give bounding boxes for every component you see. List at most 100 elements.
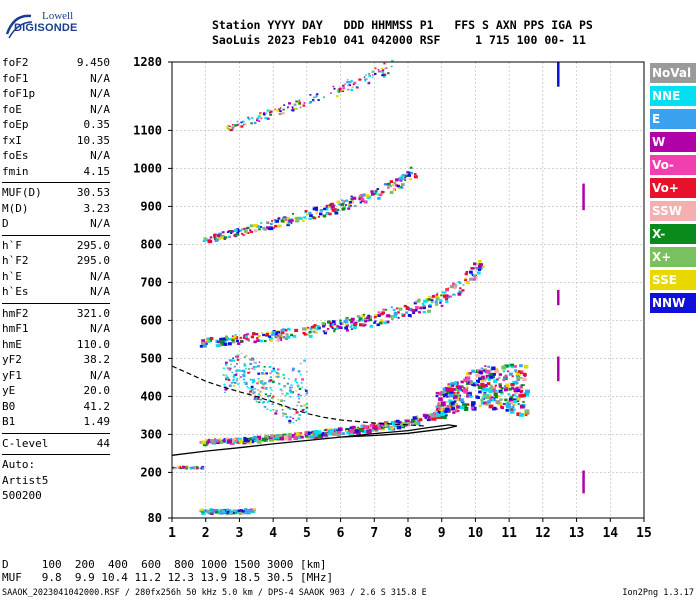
param-row-hes: h`Es N/A [2, 285, 110, 301]
param-row-b0: B0 41.2 [2, 400, 110, 416]
echo-point [263, 228, 267, 231]
param-key: D [2, 217, 9, 230]
echo-point [487, 376, 492, 380]
x-tick-label: 3 [236, 526, 244, 541]
echo-point [269, 376, 272, 379]
echo-point [390, 65, 393, 68]
echo-point [521, 393, 526, 398]
echo-point [256, 339, 260, 342]
echo-point [250, 122, 253, 125]
echo-point [290, 391, 293, 394]
echo-point [245, 381, 248, 384]
echo-point [218, 438, 222, 441]
echo-point [228, 338, 232, 341]
echo-point [303, 359, 306, 362]
echo-point [474, 381, 478, 385]
echo-point [202, 240, 206, 242]
echo-point [377, 426, 382, 430]
echo-point [226, 367, 230, 370]
echo-point [438, 412, 441, 415]
echo-point [446, 404, 450, 408]
echo-point [479, 263, 484, 267]
echo-point [231, 438, 234, 441]
echo-point [246, 226, 250, 230]
echo-point [300, 405, 303, 408]
echo-point [377, 68, 380, 71]
chart-points [172, 59, 585, 516]
echo-point [222, 367, 225, 370]
echo-point [404, 179, 407, 181]
echo-point [345, 318, 349, 321]
echo-point [485, 403, 489, 406]
echo-point [233, 365, 236, 368]
echo-point [226, 126, 229, 129]
echo-point [338, 86, 341, 89]
echo-point [225, 335, 228, 337]
echo-point [316, 430, 322, 435]
echo-point [400, 183, 405, 187]
echo-point [444, 291, 447, 294]
echo-point [309, 94, 312, 96]
echo-point [224, 388, 228, 391]
echo-point [488, 372, 493, 376]
echo-point [240, 370, 243, 372]
echo-point [414, 309, 418, 312]
echo-point [348, 319, 352, 321]
echo-point [511, 387, 515, 390]
echo-point [513, 388, 519, 393]
echo-point [435, 299, 438, 302]
echo-point [475, 379, 481, 383]
echo-point [272, 367, 275, 370]
echo-point [283, 400, 286, 402]
echo-point [323, 429, 326, 431]
echo-point [327, 321, 330, 323]
echo-point [264, 387, 268, 390]
echo-point [266, 408, 269, 410]
echo-point [489, 369, 492, 372]
echo-point [296, 435, 302, 439]
echo-point [396, 419, 400, 423]
echo-point [276, 371, 279, 374]
echo-point [219, 441, 223, 445]
echo-point [323, 433, 328, 437]
echo-point [332, 85, 335, 88]
echo-point [316, 328, 319, 331]
echo-point [256, 382, 259, 385]
echo-point [311, 216, 315, 219]
echo-point [450, 284, 454, 289]
echo-point [293, 107, 297, 110]
echo-point [445, 294, 449, 297]
echo-point [257, 380, 261, 383]
echo-point [348, 82, 351, 84]
echo-point [341, 207, 345, 211]
echo-point [333, 330, 336, 333]
echo-point [256, 117, 259, 120]
echo-point [311, 98, 315, 101]
echo-point [444, 407, 450, 412]
x-tick-label: 10 [468, 526, 484, 541]
echo-point [453, 293, 456, 296]
echo-point [257, 389, 260, 391]
echo-point [242, 233, 246, 237]
echo-point [454, 397, 460, 401]
echo-point [431, 414, 436, 418]
echo-point [417, 298, 421, 302]
echo-point [308, 330, 312, 334]
echo-point [280, 219, 285, 223]
echo-point [483, 402, 487, 405]
echo-point [229, 511, 233, 515]
echo-point [409, 166, 413, 169]
echo-point [204, 237, 207, 239]
echo-point [224, 340, 227, 343]
echo-point [386, 314, 391, 318]
echo-point [276, 338, 281, 342]
echo-point [314, 433, 319, 437]
echo-point [221, 340, 225, 343]
echo-point [407, 313, 412, 317]
echo-point [454, 399, 457, 402]
echo-point [235, 379, 239, 382]
echo-point [208, 439, 211, 442]
echo-point [522, 400, 525, 403]
echo-point [234, 334, 237, 336]
echo-point [458, 394, 461, 397]
